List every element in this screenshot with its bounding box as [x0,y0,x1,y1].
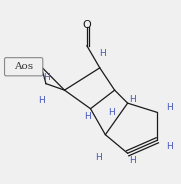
Text: O: O [82,20,91,30]
Text: H: H [96,153,102,162]
Text: H: H [108,108,115,117]
Text: Aos: Aos [14,62,33,71]
Text: H: H [99,49,106,59]
FancyBboxPatch shape [5,58,43,76]
Text: H: H [84,112,91,121]
Text: H: H [38,96,45,105]
Text: H: H [43,73,50,82]
Text: H: H [129,95,136,104]
Text: H: H [166,103,172,112]
Text: H: H [129,156,136,165]
Text: H: H [166,142,172,151]
